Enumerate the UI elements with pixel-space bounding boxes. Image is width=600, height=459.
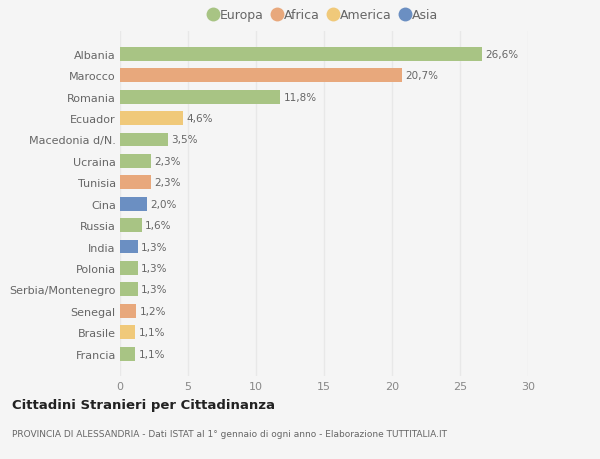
Bar bbox=[120, 197, 147, 211]
Bar bbox=[120, 283, 137, 297]
Text: 1,1%: 1,1% bbox=[139, 327, 165, 337]
Bar bbox=[120, 347, 135, 361]
Bar bbox=[120, 304, 136, 318]
Text: 1,2%: 1,2% bbox=[140, 306, 166, 316]
Text: 1,3%: 1,3% bbox=[141, 285, 167, 295]
Text: 2,3%: 2,3% bbox=[155, 178, 181, 188]
Bar bbox=[120, 112, 182, 126]
Bar bbox=[120, 176, 151, 190]
Text: 1,1%: 1,1% bbox=[139, 349, 165, 359]
Bar bbox=[120, 240, 137, 254]
Text: 26,6%: 26,6% bbox=[485, 50, 518, 60]
Legend: Europa, Africa, America, Asia: Europa, Africa, America, Asia bbox=[205, 4, 443, 27]
Bar bbox=[120, 261, 137, 275]
Text: 2,0%: 2,0% bbox=[151, 199, 177, 209]
Text: 2,3%: 2,3% bbox=[155, 157, 181, 167]
Text: 20,7%: 20,7% bbox=[405, 71, 438, 81]
Text: 1,3%: 1,3% bbox=[141, 242, 167, 252]
Text: 3,5%: 3,5% bbox=[171, 135, 197, 145]
Text: 4,6%: 4,6% bbox=[186, 114, 212, 124]
Text: PROVINCIA DI ALESSANDRIA - Dati ISTAT al 1° gennaio di ogni anno - Elaborazione : PROVINCIA DI ALESSANDRIA - Dati ISTAT al… bbox=[12, 429, 447, 438]
Bar bbox=[120, 325, 135, 339]
Bar bbox=[120, 133, 167, 147]
Bar bbox=[120, 69, 401, 83]
Bar bbox=[120, 155, 151, 168]
Text: 11,8%: 11,8% bbox=[284, 92, 317, 102]
Text: 1,3%: 1,3% bbox=[141, 263, 167, 273]
Text: Cittadini Stranieri per Cittadinanza: Cittadini Stranieri per Cittadinanza bbox=[12, 398, 275, 412]
Text: 1,6%: 1,6% bbox=[145, 221, 172, 230]
Bar bbox=[120, 90, 280, 104]
Bar bbox=[120, 218, 142, 233]
Bar bbox=[120, 48, 482, 62]
